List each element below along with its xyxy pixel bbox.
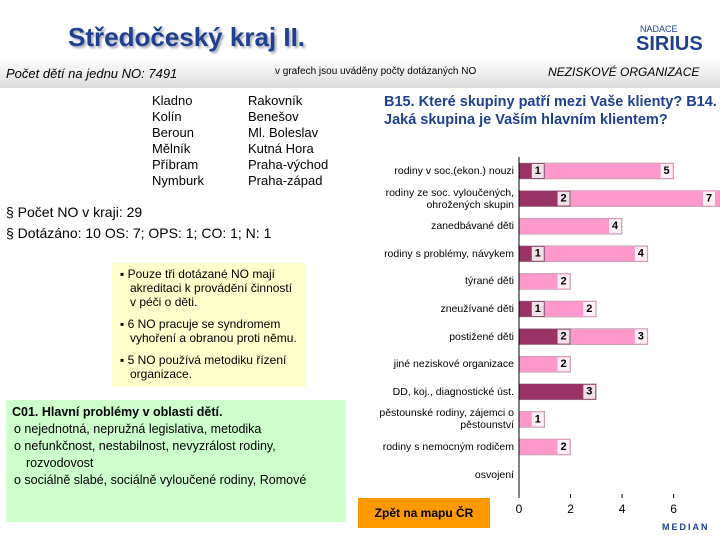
category-label: postižené děti	[449, 330, 514, 343]
value-label: 2	[560, 193, 566, 205]
value-label: 5	[664, 165, 670, 177]
problem-item: o nefunkčnost, nestabilnost, nevyzrálost…	[14, 439, 276, 470]
label-box	[531, 412, 544, 427]
stat: § Dotázáno: 10 OS: 7; OPS: 1; CO: 1; N: …	[6, 225, 272, 241]
value-label: 2	[560, 441, 566, 453]
x-tick-label: 2	[567, 502, 574, 516]
value-label: 3	[586, 386, 592, 398]
label-box	[557, 329, 570, 344]
subtitle: Počet dětí na jednu NO: 7491	[6, 66, 178, 81]
logo: SIRIUS	[636, 33, 703, 55]
value-label: 2	[586, 303, 592, 315]
logo-median: MEDIAN	[662, 522, 710, 532]
problem-item: o sociálně slabé, sociálně vyloučené rod…	[14, 473, 307, 487]
label-box	[609, 219, 622, 234]
district: Rakovník	[248, 93, 303, 108]
note-item: ▪ 5 NO používá metodiku řízení organizac…	[120, 353, 287, 381]
label-box	[583, 302, 596, 316]
district: Nymburk	[152, 173, 205, 188]
category-label: rodiny s problémy, návykem	[384, 247, 514, 260]
district: Kladno	[152, 93, 193, 108]
label-box	[660, 164, 673, 178]
district: Praha-západ	[248, 173, 323, 188]
header-band	[0, 58, 720, 88]
value-label: 2	[560, 331, 566, 343]
district: Kolín	[152, 109, 182, 124]
value-label: 2	[560, 358, 566, 370]
value-label: 2	[560, 275, 566, 287]
category-label: rodiny v soc.(ekon.) nouzi	[394, 165, 514, 177]
district-column: Rakovník Benešov Ml. Boleslav Kutná Hora Pra…	[248, 93, 328, 189]
category-label: DD, koj., diagnostické úst.	[392, 385, 514, 398]
label-box	[557, 274, 570, 289]
stats: § Počet NO v kraji: 29 § Dotázáno: 10 OS…	[6, 202, 271, 244]
org-label: NEZISKOVÉ ORGANIZACE	[548, 65, 700, 79]
bar-segment	[544, 162, 674, 180]
label-box	[634, 329, 647, 344]
label-box	[583, 384, 596, 399]
value-label: 1	[535, 165, 541, 177]
x-tick-label: 0	[516, 502, 523, 516]
x-tick-label: 4	[619, 502, 626, 516]
bar-segment	[518, 217, 623, 235]
category-label: zneužívané děti	[440, 303, 514, 315]
category-label: zanedbávané děti	[431, 220, 514, 233]
district: Příbram	[152, 157, 199, 172]
district: Beroun	[152, 125, 194, 140]
category-label: rodiny s nemocným rodičem	[382, 441, 514, 453]
category-label: rodiny ze soc. vyloučených, ohrožených s…	[385, 186, 514, 211]
district: Kutná Hora	[248, 141, 314, 156]
value-label: 4	[612, 220, 619, 232]
district-column: Kladno Kolín Beroun Mělník Příbram Nymburk	[152, 93, 204, 189]
slide-title: Středočeský kraj II.	[68, 22, 306, 52]
stat: § Počet NO v kraji: 29	[6, 204, 143, 220]
notes-box: ▪ Pouze tři dotázané NO mají akreditaci …	[112, 263, 306, 387]
bar-segment	[570, 190, 720, 207]
logo-small: NADACE	[640, 24, 678, 34]
label-box	[703, 191, 715, 206]
bar-segment	[544, 245, 649, 263]
district: Mělník	[152, 141, 191, 156]
problems-heading: C01. Hlavní problémy v oblasti dětí.	[12, 405, 223, 419]
chart-title: B15. Které skupiny patří mezi Vaše klien…	[384, 94, 717, 128]
value-label: 1	[535, 248, 541, 260]
problem-item: o nejednotná, nepružná legislativa, meto…	[14, 422, 262, 436]
category-label: týrané děti	[464, 275, 514, 288]
value-label: 3	[638, 331, 644, 343]
district: Ml. Boleslav	[248, 125, 319, 140]
x-tick-label: 6	[670, 502, 677, 516]
bar-segment	[570, 328, 649, 345]
value-label: 1	[535, 413, 541, 425]
category-label: pěstounské rodiny, zájemci o pěstounství	[379, 407, 514, 432]
value-label: 1	[535, 303, 541, 315]
category-label: jiné neziskové organizace	[393, 358, 514, 371]
back-button[interactable]: Zpět na mapu ČR	[358, 498, 490, 528]
label-box	[531, 246, 544, 261]
label-box	[531, 302, 544, 316]
note-item: ▪ Pouze tři dotázané NO mají akreditaci …	[120, 267, 293, 309]
note-item: ▪ 6 NO pracuje se syndromem vyhoření a o…	[120, 317, 297, 345]
value-label: 4	[638, 248, 645, 260]
label-box	[557, 440, 570, 454]
district: Benešov	[248, 109, 299, 124]
district: Praha-východ	[248, 157, 329, 172]
label-box	[531, 164, 544, 178]
category-label: osvojení	[474, 468, 514, 481]
label-box	[634, 246, 647, 261]
note: v grafech jsou uváděny počty dotázaných …	[275, 66, 477, 77]
label-box	[557, 191, 570, 206]
value-label: 7	[706, 193, 712, 205]
problems-box: C01. Hlavní problémy v oblasti dětí. o n…	[6, 400, 346, 522]
label-box	[557, 357, 570, 372]
